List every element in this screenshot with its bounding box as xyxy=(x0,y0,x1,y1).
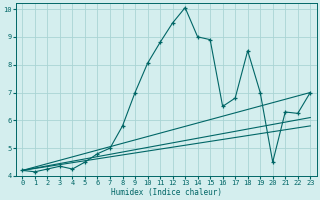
X-axis label: Humidex (Indice chaleur): Humidex (Indice chaleur) xyxy=(111,188,222,197)
